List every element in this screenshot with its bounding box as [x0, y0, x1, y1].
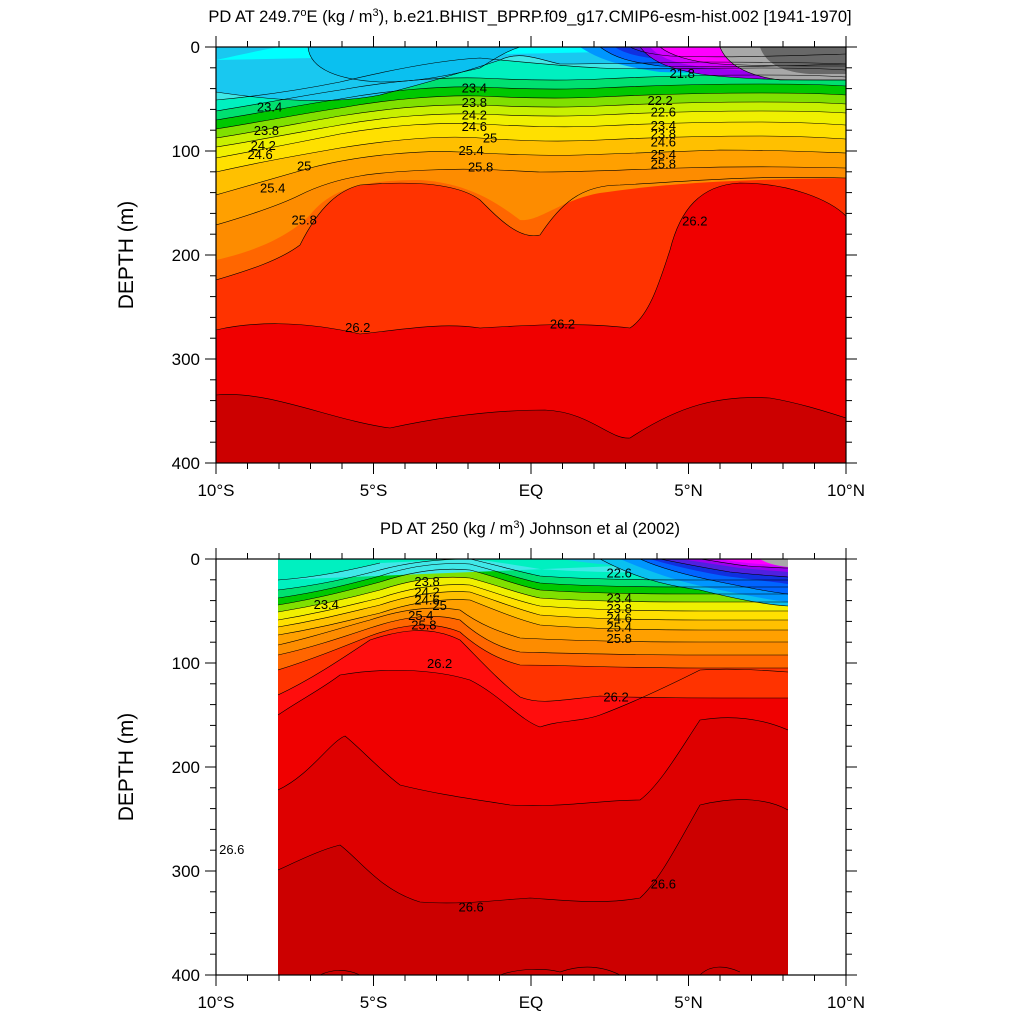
bottom-y-tick-label: 0 [191, 550, 200, 569]
top-contour-label: 24.6 [247, 147, 272, 162]
top-y-tick-label: 300 [172, 350, 200, 369]
top-y-tick-label: 100 [172, 142, 200, 161]
top-contour-label: 25.4 [260, 180, 285, 195]
top-y-tick-label: 200 [172, 246, 200, 265]
bottom-contour-lines [278, 559, 788, 975]
bottom-panel: PD AT 250 (kg / m3) Johnson et al (2002) [115, 519, 865, 1012]
bottom-y-tick-label: 400 [172, 966, 200, 985]
top-contour-label: 26.2 [550, 317, 575, 332]
bottom-contour-label: 25.4 [607, 620, 632, 635]
top-contour-fill [216, 47, 846, 463]
bottom-contour-label: 25.4 [408, 608, 433, 623]
top-contour-label: 22.6 [651, 105, 676, 120]
top-contour-label: 23.8 [651, 126, 676, 141]
bottom-contour-label: 23.8 [414, 574, 439, 589]
bottom-y-tick-label: 200 [172, 758, 200, 777]
bottom-contour-label: 25 [432, 598, 446, 613]
top-contour-label: 26.2 [345, 320, 370, 335]
bottom-contour-label: 25.8 [411, 618, 436, 633]
top-contour-label: 25 [483, 131, 497, 146]
bottom-contour-labels: 23.423.824.224.62525.425.826.226.222.623… [219, 566, 676, 915]
bottom-x-tick-label: 5°N [674, 993, 703, 1012]
bottom-y-axis-label: DEPTH (m) [115, 713, 138, 822]
bottom-x-tick-label: 10°N [827, 993, 865, 1012]
top-contour-label: 23.8 [254, 123, 279, 138]
bottom-x-tick-label: EQ [519, 993, 544, 1012]
bottom-contour-label: 24.6 [607, 610, 632, 625]
bottom-contour-label: 22.6 [607, 566, 632, 581]
top-y-tick-label: 0 [191, 38, 200, 57]
bottom-contour-label: 24.2 [414, 584, 439, 599]
top-contour-label: 22.2 [647, 93, 672, 108]
top-contour-label: 23.4 [257, 99, 282, 114]
top-panel: PD AT 249.7oE (kg / m3), b.e21.BHIST_BPR… [115, 7, 865, 500]
top-contour-label: 25.4 [651, 147, 676, 162]
bottom-contour-label: 25.8 [607, 631, 632, 646]
bottom-contour-fill [278, 559, 788, 975]
top-contour-label: 23.4 [651, 118, 676, 133]
top-y-tick-label: 400 [172, 454, 200, 473]
bottom-x-tick-label: 5°S [360, 993, 388, 1012]
top-contour-label: 25.8 [651, 157, 676, 172]
bottom-y-tick-label: 100 [172, 654, 200, 673]
bottom-chart-title: PD AT 250 (kg / m3) Johnson et al (2002) [380, 519, 680, 538]
top-contour-label: 25 [297, 159, 311, 174]
bottom-contour-label: 26.2 [603, 689, 628, 704]
top-contour-label: 25.8 [468, 160, 493, 175]
bottom-x-tick-label: 10°S [197, 993, 234, 1012]
bottom-axes: 10°S 5°S EQ 5°N 10°N 0 100 200 300 400 [172, 548, 865, 1012]
bottom-contour-label: 24.6 [414, 593, 439, 608]
top-contour-label: 23.8 [462, 95, 487, 110]
bottom-contour-label: 26.6 [458, 899, 483, 914]
top-chart-title: PD AT 249.7oE (kg / m3), b.e21.BHIST_BPR… [208, 7, 851, 26]
top-contour-label: 24.2 [251, 138, 276, 153]
bottom-contour-label: 23.4 [314, 597, 339, 612]
top-contour-label: 21.8 [670, 66, 695, 81]
top-contour-label: 24.6 [651, 135, 676, 150]
top-contour-label: 25.8 [292, 213, 317, 228]
top-contour-label: 26.2 [682, 214, 707, 229]
top-x-tick-label: 10°S [197, 481, 234, 500]
top-contour-label: 25.4 [458, 143, 483, 158]
top-x-tick-label: EQ [519, 481, 544, 500]
bottom-contour-label: 26.2 [427, 656, 452, 671]
top-y-axis-label: DEPTH (m) [115, 201, 138, 310]
top-contour-label: 24.6 [462, 119, 487, 134]
top-axes: 10°S 5°S EQ 5°N 10°N 0 100 200 300 400 [172, 36, 865, 500]
bottom-y-tick-label: 300 [172, 862, 200, 881]
top-contour-label: 23.4 [462, 81, 487, 96]
top-contour-lines [216, 47, 846, 439]
top-contour-label: 24.2 [462, 108, 487, 123]
bottom-contour-label: 23.4 [607, 591, 632, 606]
top-x-tick-label: 5°S [360, 481, 388, 500]
bottom-contour-label: 23.8 [607, 601, 632, 616]
top-x-tick-label: 10°N [827, 481, 865, 500]
bottom-contour-label: 26.6 [219, 842, 244, 857]
top-x-tick-label: 5°N [674, 481, 703, 500]
bottom-contour-label: 26.6 [651, 877, 676, 892]
